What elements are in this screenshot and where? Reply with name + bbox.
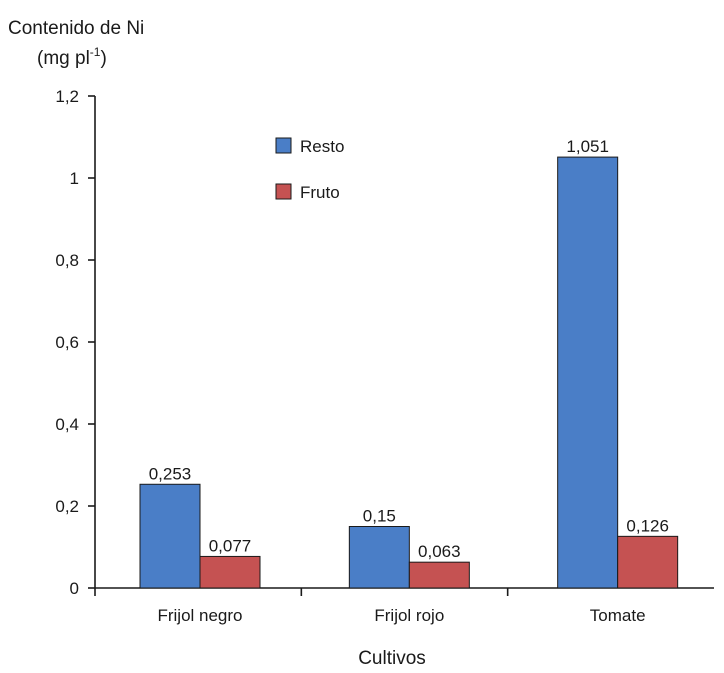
category-labels: Frijol negro Frijol rojo Tomate [157, 606, 645, 625]
data-label: 1,051 [566, 137, 609, 156]
bar-fruto-2 [617, 535, 679, 589]
bar-fruto-0 [199, 555, 261, 589]
data-label: 0,077 [209, 536, 252, 555]
bar-resto-1 [348, 526, 410, 589]
data-label: 0,126 [626, 516, 669, 535]
legend-swatch-resto [275, 137, 292, 154]
data-labels: 0,253 0,077 0,15 0,063 1,051 0,126 [149, 137, 669, 561]
y-tick-label: 0 [70, 579, 79, 598]
legend-label-fruto: Fruto [300, 183, 340, 202]
y-axis-title-line1: Contenido de Ni [8, 18, 144, 39]
legend-label-resto: Resto [300, 137, 344, 156]
legend-swatch-fruto [275, 183, 292, 200]
x-axis-title: Cultivos [358, 648, 426, 669]
category-label: Frijol negro [157, 606, 242, 625]
y-axis-ticks: 0 0,2 0,4 0,6 0,8 1 1,2 [55, 87, 95, 598]
bar-resto-0 [139, 483, 201, 589]
data-label: 0,253 [149, 464, 192, 483]
bars [139, 156, 679, 589]
x-axis-ticks [94, 588, 509, 596]
y-tick-label: 0,6 [55, 333, 79, 352]
y-tick-label: 0,8 [55, 251, 79, 270]
category-label: Frijol rojo [374, 606, 444, 625]
data-label: 0,15 [363, 507, 396, 526]
legend: Resto Fruto [275, 137, 344, 202]
category-label: Tomate [590, 606, 646, 625]
y-tick-label: 1 [70, 169, 79, 188]
y-axis-title-superscript: -1 [90, 45, 101, 59]
data-label: 0,063 [418, 542, 461, 561]
y-tick-label: 1,2 [55, 87, 79, 106]
y-axis-title-line2: (mg pl-1) [37, 45, 107, 69]
bar-fruto-1 [408, 561, 470, 589]
y-tick-label: 0,2 [55, 497, 79, 516]
bar-resto-2 [557, 156, 619, 589]
y-tick-label: 0,4 [55, 415, 79, 434]
